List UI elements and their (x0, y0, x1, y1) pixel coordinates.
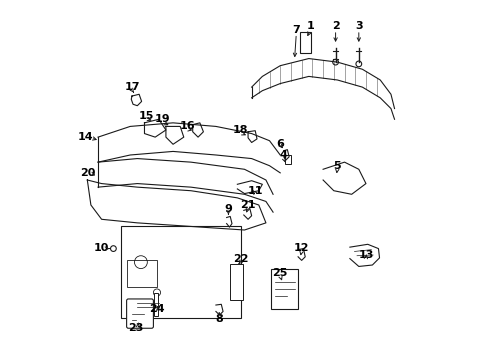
Text: 19: 19 (154, 114, 170, 124)
Text: 1: 1 (306, 21, 314, 31)
Text: 13: 13 (358, 250, 373, 260)
Text: 5: 5 (333, 161, 341, 171)
Text: 21: 21 (240, 200, 255, 210)
Text: 22: 22 (233, 253, 248, 264)
FancyBboxPatch shape (230, 264, 242, 300)
Text: 11: 11 (247, 186, 263, 196)
Text: 10: 10 (94, 243, 109, 253)
Text: 17: 17 (124, 82, 140, 92)
FancyBboxPatch shape (299, 32, 310, 53)
Text: 14: 14 (78, 132, 93, 142)
FancyBboxPatch shape (271, 269, 298, 309)
FancyBboxPatch shape (121, 226, 241, 318)
Text: 20: 20 (80, 168, 95, 178)
Text: 9: 9 (224, 203, 232, 213)
Text: 3: 3 (354, 21, 362, 31)
FancyBboxPatch shape (154, 293, 158, 316)
FancyBboxPatch shape (284, 155, 290, 164)
Text: 24: 24 (149, 303, 164, 314)
Text: 2: 2 (331, 21, 339, 31)
Text: 4: 4 (279, 150, 287, 160)
Text: 18: 18 (233, 125, 248, 135)
Text: 23: 23 (127, 323, 143, 333)
Text: 12: 12 (293, 243, 309, 253)
Text: 16: 16 (179, 121, 195, 131)
Text: 25: 25 (272, 268, 287, 278)
Text: 6: 6 (276, 139, 284, 149)
Text: 15: 15 (138, 111, 154, 121)
FancyBboxPatch shape (126, 260, 157, 287)
FancyBboxPatch shape (126, 299, 153, 328)
Text: 8: 8 (215, 314, 223, 324)
Text: 7: 7 (292, 25, 300, 35)
